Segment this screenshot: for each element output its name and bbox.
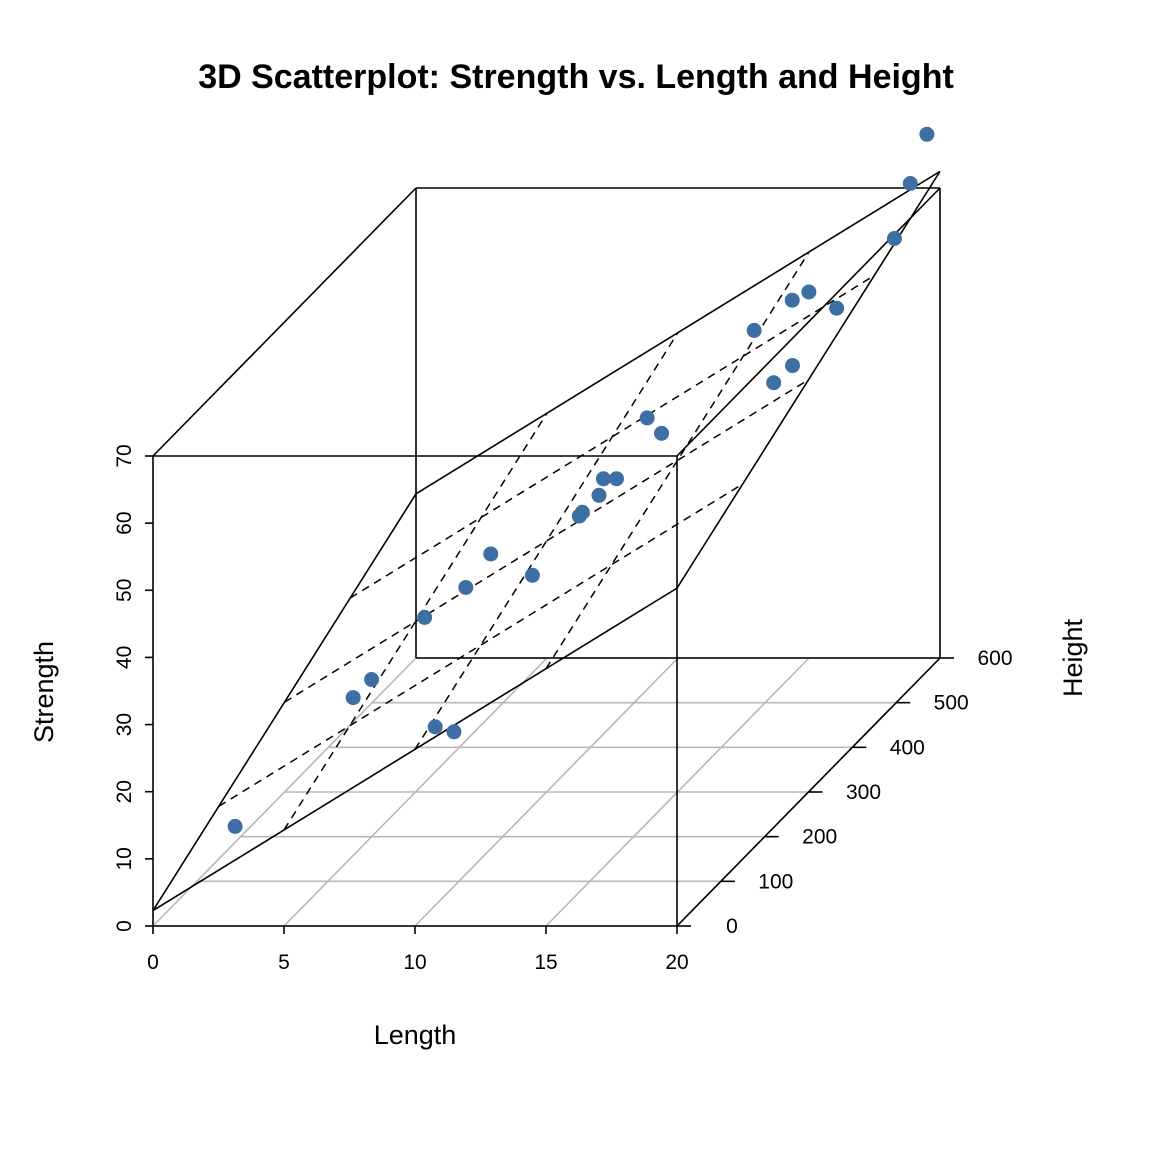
data-point	[746, 322, 762, 338]
bounding-box	[152, 187, 941, 927]
chart-title: 3D Scatterplot: Strength vs. Length and …	[198, 58, 954, 96]
plane-grid-line	[283, 412, 548, 831]
z-tick-label: 60	[113, 511, 136, 534]
x-tick-label: 5	[278, 951, 290, 974]
box-edge	[676, 187, 941, 457]
data-point	[639, 410, 655, 426]
data-point	[784, 292, 800, 308]
data-point	[766, 375, 782, 391]
data-point	[458, 579, 474, 595]
data-point	[919, 126, 935, 142]
x-tick-label: 20	[665, 951, 688, 974]
data-point	[829, 300, 845, 316]
data-point	[591, 487, 607, 503]
data-point	[524, 567, 540, 583]
data-point	[364, 671, 380, 687]
data-points	[227, 126, 935, 834]
z-axis-title: Strength	[29, 641, 59, 743]
x-tick-label: 10	[403, 951, 426, 974]
plane-grid-line	[414, 332, 679, 750]
data-point	[785, 358, 801, 374]
y-tick-label: 0	[726, 915, 738, 938]
y-tick-label: 300	[846, 781, 881, 804]
data-point	[801, 284, 817, 300]
y-tick-label: 500	[934, 692, 969, 715]
data-point	[574, 504, 590, 520]
regression-plane	[152, 170, 941, 912]
plane-grid-line	[218, 483, 744, 807]
data-point	[902, 176, 918, 192]
data-point	[886, 231, 902, 247]
box-edge	[152, 187, 417, 457]
data-point	[345, 690, 361, 706]
plane-grid-line	[545, 251, 810, 670]
data-point	[595, 471, 611, 487]
y-tick-label: 400	[890, 736, 925, 759]
data-point	[417, 609, 433, 625]
z-tick-label: 70	[113, 444, 136, 467]
data-point	[446, 724, 462, 740]
z-tick-label: 30	[113, 713, 136, 736]
data-point	[427, 719, 443, 735]
z-tick-label: 50	[113, 579, 136, 602]
data-point	[608, 471, 624, 487]
x-tick-label: 15	[534, 951, 557, 974]
floor-grid	[152, 657, 941, 927]
y-axis-title: Height	[1058, 618, 1088, 697]
z-tick-label: 0	[113, 920, 136, 932]
z-tick-label: 40	[113, 646, 136, 669]
y-tick-label: 200	[802, 826, 837, 849]
plane-grid-line	[349, 274, 875, 599]
z-tick-label: 20	[113, 780, 136, 803]
z-tick-label: 10	[113, 847, 136, 870]
axes: 0 5 10 15 2001020304050607001002003004005006…	[113, 444, 1013, 974]
data-point	[483, 546, 499, 562]
plane-grid-line	[284, 379, 809, 703]
y-tick-label: 100	[758, 870, 793, 893]
data-point	[227, 818, 243, 834]
x-tick-label: 0	[147, 951, 159, 974]
data-point	[654, 425, 670, 441]
plane-edge	[415, 170, 941, 495]
x-axis-title: Length	[374, 1020, 457, 1050]
y-tick-label: 600	[977, 647, 1012, 670]
